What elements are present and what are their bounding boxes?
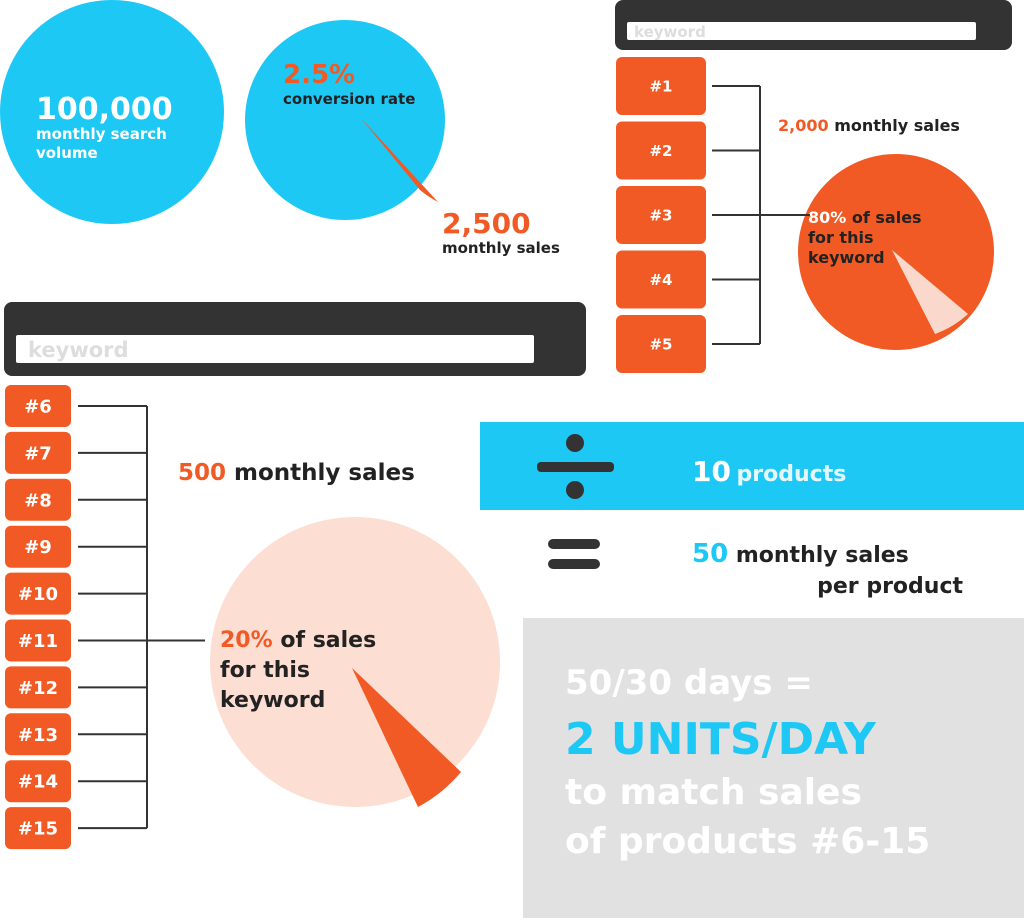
rank-button [5, 619, 71, 662]
top-share-label: keyword [808, 248, 885, 267]
rest-share-line: 20% of sales [220, 628, 376, 653]
summary-box [523, 618, 1024, 918]
top-share-line: 80% of sales [808, 208, 922, 227]
top-share-number: 80% [808, 208, 846, 227]
summary-line: of products #6-15 [565, 821, 930, 862]
rank-button [5, 431, 71, 474]
equals-bar [548, 539, 600, 549]
top-sales-number: 2,000 [778, 116, 829, 135]
rank-label: #4 [649, 271, 672, 289]
rank-button [616, 315, 706, 373]
rest-share-wedge [352, 668, 461, 807]
search-placeholder: keyword [28, 338, 129, 362]
rest-sales-number: 500 [178, 460, 226, 486]
rank-label: #12 [18, 678, 58, 699]
rank-label: #6 [24, 396, 52, 417]
conversion-label: conversion rate [283, 90, 415, 108]
rank-label: #2 [649, 142, 672, 160]
sales-number: 2,500 [442, 207, 531, 240]
top-sales: 2,000 monthly sales [778, 116, 960, 135]
rank-button [5, 525, 71, 568]
top-share-wedge [892, 250, 968, 334]
rank-label: #7 [24, 443, 52, 464]
top-sales-label: monthly sales [834, 116, 960, 135]
conversion-wedge [360, 117, 438, 202]
summary-line: 50/30 days = [565, 663, 813, 703]
volume-circle [0, 0, 224, 224]
result-label: per product [817, 574, 963, 599]
rank-label: #8 [24, 490, 52, 511]
divide-dot [566, 481, 584, 499]
divide-number: 10 [692, 455, 731, 488]
divide-dot [566, 434, 584, 452]
rest-share-label: of sales [280, 628, 376, 653]
rank-button [5, 478, 71, 521]
volume-number: 100,000 [36, 92, 173, 127]
divide-text: 10 products [692, 455, 846, 488]
rest-share-number: 20% [220, 628, 273, 653]
rank-label: #13 [18, 725, 58, 746]
rank-label: #1 [649, 77, 672, 95]
divide-label: products [737, 462, 847, 487]
conversion-circle [245, 20, 445, 220]
divide-bar [537, 462, 614, 472]
rank-label: #10 [18, 584, 58, 605]
rank-button [616, 250, 706, 309]
rank-button [5, 666, 71, 709]
rank-button [616, 121, 706, 180]
rank-button [5, 713, 71, 756]
rest-share-pie [210, 517, 500, 807]
rank-button [5, 807, 71, 850]
rank-button [5, 760, 71, 803]
top-share-label: for this [808, 228, 873, 247]
result-number: 50 [692, 539, 728, 569]
search-input[interactable] [627, 22, 976, 40]
result-label: monthly sales [736, 543, 909, 568]
summary-line: to match sales [565, 772, 862, 813]
equals-bar [548, 559, 600, 569]
rank-label: #5 [649, 335, 672, 353]
rank-button [616, 186, 706, 244]
search-input[interactable] [16, 335, 534, 363]
volume-label: volume [36, 144, 98, 162]
rest-sales: 500 monthly sales [178, 460, 415, 486]
rank-button [616, 57, 706, 115]
volume-label: monthly search [36, 125, 167, 143]
rank-label: #11 [18, 631, 58, 652]
search-placeholder: keyword [634, 23, 706, 41]
result-line: 50 monthly sales [692, 539, 909, 569]
sales-label: monthly sales [442, 239, 560, 257]
rest-share-label: keyword [220, 688, 325, 713]
rest-sales-label: monthly sales [234, 460, 415, 486]
rank-label: #15 [18, 819, 58, 840]
rank-button [5, 572, 71, 615]
conversion-number: 2.5% [283, 60, 355, 90]
rank-button [5, 385, 71, 427]
summary-highlight: 2 UNITS/DAY [565, 714, 877, 765]
rest-share-label: for this [220, 658, 310, 683]
rank-label: #9 [24, 537, 52, 558]
rank-label: #3 [649, 206, 672, 224]
rank-label: #14 [18, 772, 58, 793]
top-share-label: of sales [852, 208, 922, 227]
